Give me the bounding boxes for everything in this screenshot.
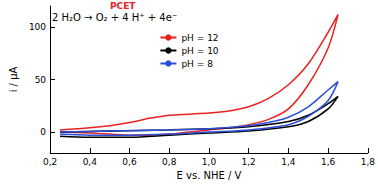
svg-text:pH = 10: pH = 10 xyxy=(181,46,218,56)
svg-text:50: 50 xyxy=(35,75,47,85)
svg-text:2 H₂O → O₂ + 4 H⁺ + 4e⁻: 2 H₂O → O₂ + 4 H⁺ + 4e⁻ xyxy=(52,12,177,23)
svg-text:PCET: PCET xyxy=(110,1,136,11)
svg-text:0,4: 0,4 xyxy=(83,157,98,167)
svg-text:i / µA: i / µA xyxy=(8,66,19,92)
svg-text:0,8: 0,8 xyxy=(162,157,177,167)
svg-text:pH = 8: pH = 8 xyxy=(181,59,213,69)
svg-text:E vs. NHE / V: E vs. NHE / V xyxy=(177,170,242,181)
svg-text:1,6: 1,6 xyxy=(321,157,336,167)
svg-text:pH = 12: pH = 12 xyxy=(181,33,218,43)
svg-text:0,2: 0,2 xyxy=(43,157,57,167)
svg-text:1,4: 1,4 xyxy=(281,157,296,167)
svg-text:100: 100 xyxy=(29,22,46,32)
svg-text:1,8: 1,8 xyxy=(361,157,376,167)
svg-text:1,2: 1,2 xyxy=(242,157,256,167)
svg-text:1,0: 1,0 xyxy=(202,157,217,167)
svg-text:0,6: 0,6 xyxy=(122,157,137,167)
svg-text:0: 0 xyxy=(40,127,46,137)
